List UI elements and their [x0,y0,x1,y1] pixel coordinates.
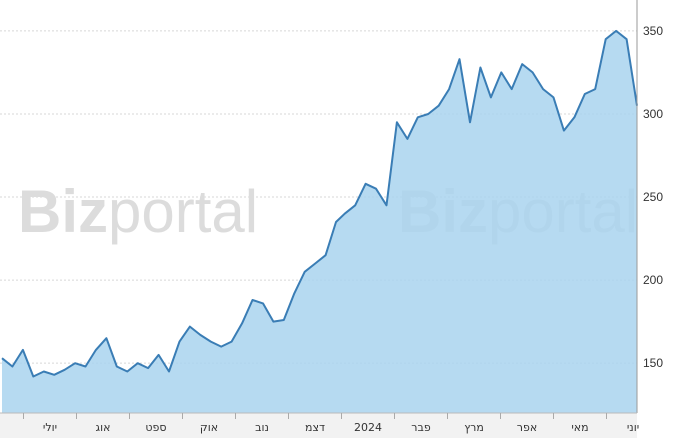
y-tick-label: 150 [643,356,663,370]
watermark-left: Bizportal [18,178,258,245]
x-tick-label: יולי [43,421,57,434]
y-tick-label: 300 [643,107,663,121]
y-tick-label: 250 [643,190,663,204]
x-tick-label: יוני [627,421,639,434]
x-tick-label: ספט [145,421,166,434]
x-tick-label: דצמ [305,421,325,434]
x-tick-label: אוג [96,421,111,434]
x-tick-label: מרץ [464,421,484,434]
x-tick-label: פבר [411,421,431,434]
x-tick-label: אוק [200,421,218,434]
watermark-bold: Biz [18,178,108,245]
x-tick-label: מאי [571,421,588,434]
x-tick-label: 2024 [354,421,382,434]
series-area [2,30,637,414]
y-tick-label: 350 [643,24,663,38]
x-tick-label: אפר [517,421,537,434]
watermark-light: portal [108,178,258,245]
y-tick-label: 200 [643,273,663,287]
x-tick-label: נוב [255,421,269,434]
series-line [1,29,638,378]
x-axis-band [0,413,637,438]
